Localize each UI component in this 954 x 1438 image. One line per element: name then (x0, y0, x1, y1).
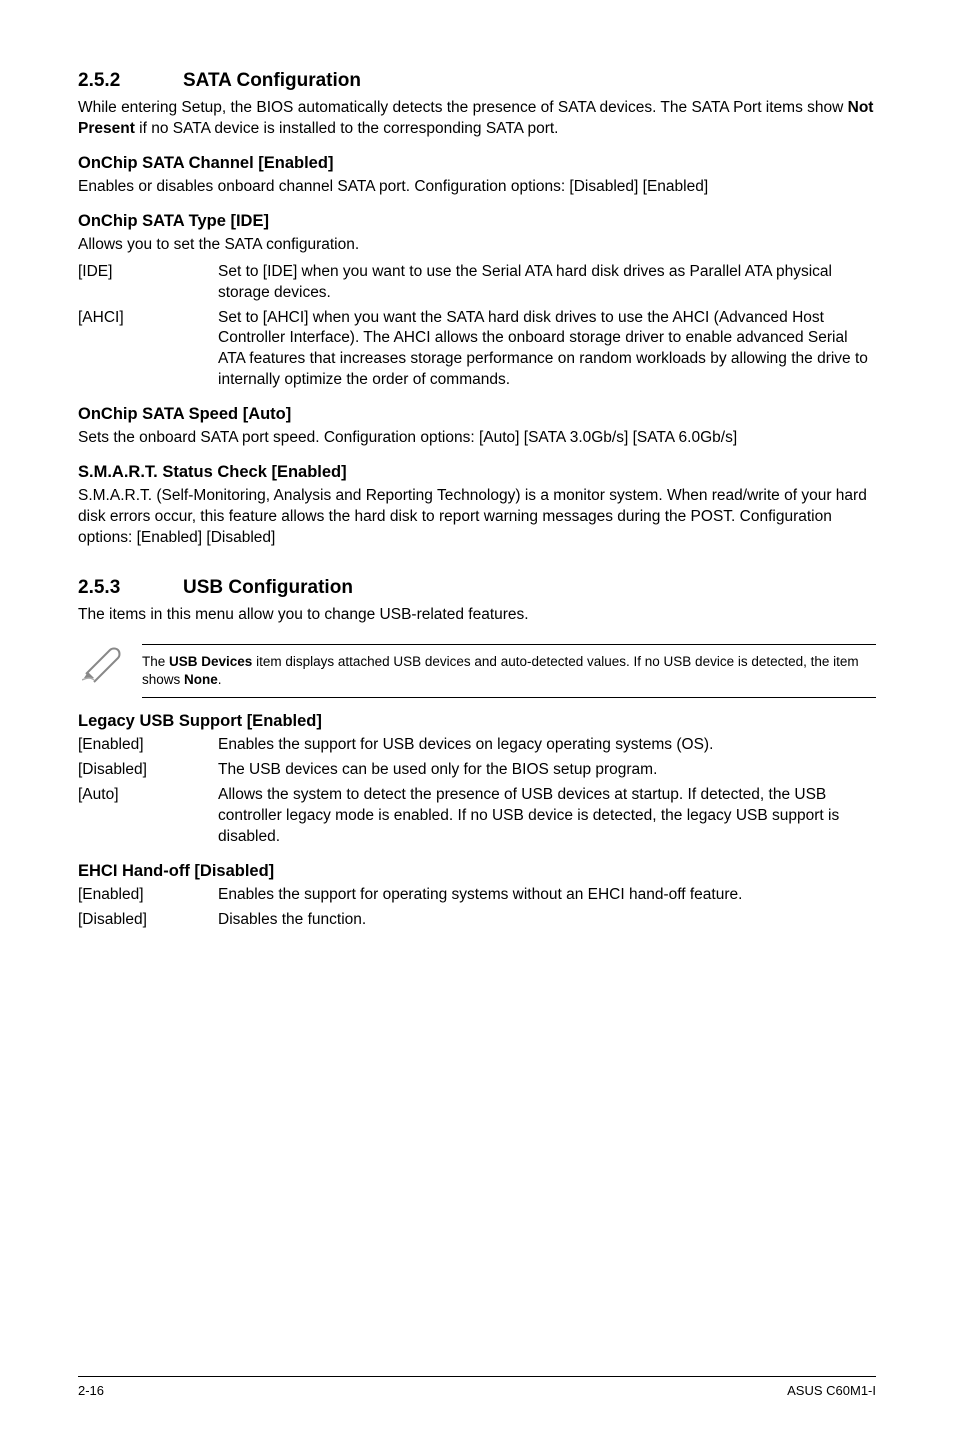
def-row: [AHCI] Set to [AHCI] when you want the S… (78, 308, 876, 392)
def-body: Allows the system to detect the presence… (218, 785, 876, 848)
def-row: [IDE] Set to [IDE] when you want to use … (78, 262, 876, 304)
onchip-type-defs: [IDE] Set to [IDE] when you want to use … (78, 262, 876, 392)
def-term: [AHCI] (78, 308, 218, 392)
def-term: [IDE] (78, 262, 218, 304)
def-body: Set to [IDE] when you want to use the Se… (218, 262, 876, 304)
def-body: Enables the support for operating system… (218, 885, 876, 906)
section-heading-sata: 2.5.2SATA Configuration (78, 70, 876, 92)
onchip-speed-body: Sets the onboard SATA port speed. Config… (78, 428, 876, 449)
section-title-text: SATA Configuration (183, 70, 361, 91)
onchip-channel-body: Enables or disables onboard channel SATA… (78, 177, 876, 198)
legacy-heading: Legacy USB Support [Enabled] (78, 712, 876, 731)
note-block: The USB Devices item displays attached U… (78, 644, 876, 698)
def-row: [Enabled] Enables the support for operat… (78, 885, 876, 906)
section-heading-usb: 2.5.3USB Configuration (78, 577, 876, 599)
onchip-type-body: Allows you to set the SATA configuration… (78, 235, 876, 256)
def-term: [Disabled] (78, 760, 218, 781)
section-number: 2.5.2 (78, 70, 183, 92)
def-row: [Enabled] Enables the support for USB de… (78, 735, 876, 756)
smart-body: S.M.A.R.T. (Self-Monitoring, Analysis an… (78, 486, 876, 549)
def-body: Set to [AHCI] when you want the SATA har… (218, 308, 876, 392)
def-body: Enables the support for USB devices on l… (218, 735, 876, 756)
ehci-heading: EHCI Hand-off [Disabled] (78, 862, 876, 881)
onchip-type-heading: OnChip SATA Type [IDE] (78, 212, 876, 231)
section-title-text: USB Configuration (183, 577, 353, 598)
page-footer: 2-16 ASUS C60M1-I (78, 1376, 876, 1398)
pen-icon (82, 644, 142, 691)
smart-heading: S.M.A.R.T. Status Check [Enabled] (78, 463, 876, 482)
def-body: The USB devices can be used only for the… (218, 760, 876, 781)
def-row: [Disabled] Disables the function. (78, 910, 876, 931)
def-row: [Disabled] The USB devices can be used o… (78, 760, 876, 781)
def-row: [Auto] Allows the system to detect the p… (78, 785, 876, 848)
section-number: 2.5.3 (78, 577, 183, 599)
def-term: [Enabled] (78, 735, 218, 756)
footer-page-number: 2-16 (78, 1383, 104, 1398)
def-term: [Enabled] (78, 885, 218, 906)
note-text: The USB Devices item displays attached U… (142, 653, 876, 689)
footer-product: ASUS C60M1-I (787, 1383, 876, 1398)
onchip-channel-heading: OnChip SATA Channel [Enabled] (78, 154, 876, 173)
usb-intro: The items in this menu allow you to chan… (78, 605, 876, 626)
def-body: Disables the function. (218, 910, 876, 931)
def-term: [Disabled] (78, 910, 218, 931)
legacy-defs: [Enabled] Enables the support for USB de… (78, 735, 876, 848)
onchip-speed-heading: OnChip SATA Speed [Auto] (78, 405, 876, 424)
sata-intro: While entering Setup, the BIOS automatic… (78, 98, 876, 140)
ehci-defs: [Enabled] Enables the support for operat… (78, 885, 876, 931)
def-term: [Auto] (78, 785, 218, 848)
